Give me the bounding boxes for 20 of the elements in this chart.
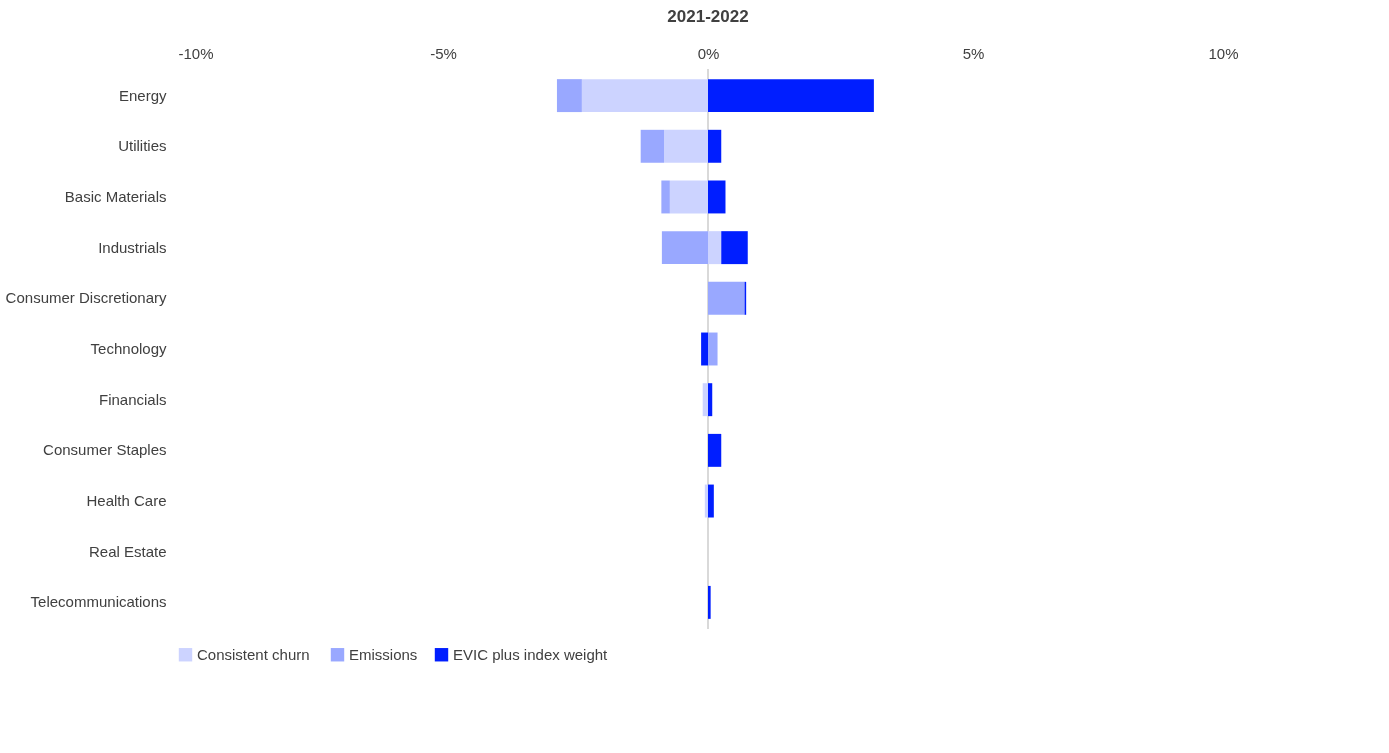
x-tick-label: 5% xyxy=(962,44,985,62)
legend-label: EVIC plus index weight xyxy=(453,645,609,663)
y-tick-label: Financials xyxy=(98,390,167,408)
y-tick-label: Industrials xyxy=(98,238,167,256)
y-tick-label: Consumer Staples xyxy=(43,441,167,459)
y-tick-label: Utilities xyxy=(118,137,167,155)
x-tick-label: 0% xyxy=(697,44,720,62)
x-tick-label: 10% xyxy=(1208,44,1239,62)
x-tick-label: -5% xyxy=(430,44,457,62)
y-tick-label: Technology xyxy=(90,340,167,357)
y-tick-label: Real Estate xyxy=(88,542,167,560)
y-tick-label: Energy xyxy=(118,86,167,104)
y-tick-label: Health Care xyxy=(86,492,167,510)
y-tick-label: Consumer Discretionary xyxy=(5,289,167,307)
x-tick-label: -10% xyxy=(178,44,214,62)
y-tick-label: Basic Materials xyxy=(64,187,167,205)
y-tick-label: Telecommunications xyxy=(30,593,167,611)
legend-label: Emissions xyxy=(349,645,418,663)
chart-title: 2021-2022 xyxy=(667,7,749,26)
legend-label: Consistent churn xyxy=(197,645,310,663)
